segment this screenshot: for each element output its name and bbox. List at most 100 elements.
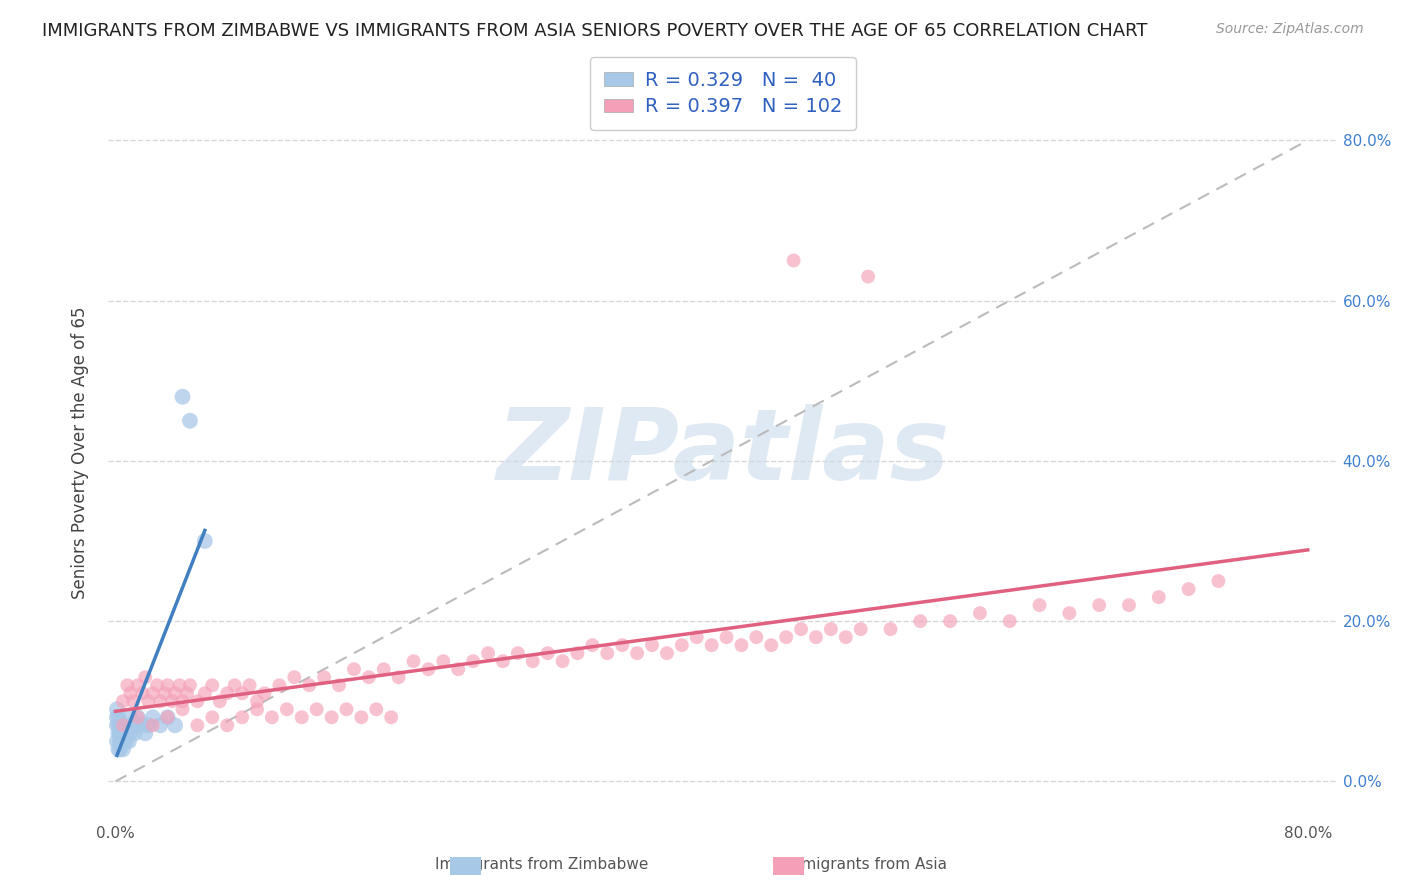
Point — [477, 646, 499, 660]
Point — [402, 654, 425, 668]
Point — [217, 686, 239, 700]
Point — [194, 533, 217, 548]
Point — [686, 630, 709, 644]
Point — [775, 630, 797, 644]
Legend: R = 0.329   N =  40, R = 0.397   N = 102: R = 0.329 N = 40, R = 0.397 N = 102 — [591, 57, 855, 130]
Point — [108, 734, 131, 748]
Point — [745, 630, 768, 644]
Point — [149, 694, 172, 708]
Point — [112, 734, 135, 748]
Point — [136, 694, 159, 708]
Point — [626, 646, 648, 660]
Point — [115, 734, 138, 748]
Point — [110, 734, 132, 748]
Point — [239, 678, 262, 692]
Point — [343, 662, 366, 676]
Point — [522, 654, 544, 668]
Point — [124, 726, 146, 740]
Point — [253, 686, 276, 700]
Point — [117, 678, 139, 692]
Point — [567, 646, 589, 660]
Point — [269, 678, 291, 692]
Point — [492, 654, 515, 668]
Point — [291, 710, 314, 724]
Point — [820, 622, 842, 636]
Point — [156, 710, 179, 724]
Point — [328, 678, 350, 692]
Point — [700, 638, 723, 652]
Point — [179, 678, 201, 692]
Point — [111, 694, 134, 708]
Point — [131, 686, 153, 700]
Point — [1118, 598, 1140, 612]
Point — [298, 678, 321, 692]
Point — [350, 710, 373, 724]
Point — [107, 742, 129, 756]
Text: ZIPatlas: ZIPatlas — [496, 404, 949, 501]
Y-axis label: Seniors Poverty Over the Age of 65: Seniors Poverty Over the Age of 65 — [72, 307, 89, 599]
Point — [314, 670, 336, 684]
Point — [156, 710, 179, 724]
Point — [260, 710, 283, 724]
Point — [283, 670, 305, 684]
Point — [671, 638, 693, 652]
Point — [1028, 598, 1050, 612]
Point — [105, 702, 128, 716]
Point — [107, 718, 129, 732]
Point — [388, 670, 411, 684]
Point — [201, 678, 224, 692]
Point — [105, 718, 128, 732]
Text: Source: ZipAtlas.com: Source: ZipAtlas.com — [1216, 22, 1364, 37]
Point — [849, 622, 872, 636]
Point — [716, 630, 738, 644]
Point — [186, 694, 208, 708]
Point — [969, 606, 991, 620]
Point — [115, 726, 138, 740]
Point — [321, 710, 343, 724]
Point — [122, 694, 145, 708]
Point — [380, 710, 402, 724]
Point — [105, 710, 128, 724]
Point — [136, 718, 159, 732]
Point — [134, 726, 156, 740]
Point — [172, 390, 194, 404]
Point — [153, 686, 176, 700]
Point — [418, 662, 440, 676]
Point — [910, 614, 932, 628]
Point — [655, 646, 678, 660]
Point — [120, 710, 142, 724]
Text: IMMIGRANTS FROM ZIMBABWE VS IMMIGRANTS FROM ASIA SENIORS POVERTY OVER THE AGE OF: IMMIGRANTS FROM ZIMBABWE VS IMMIGRANTS F… — [42, 22, 1147, 40]
Point — [537, 646, 560, 660]
Point — [142, 718, 165, 732]
Point — [246, 694, 269, 708]
Point — [612, 638, 634, 652]
Point — [246, 702, 269, 716]
Point — [224, 678, 246, 692]
Point — [208, 694, 231, 708]
Point — [231, 686, 253, 700]
Point — [160, 694, 183, 708]
Point — [201, 710, 224, 724]
Point — [176, 686, 198, 700]
Point — [856, 269, 879, 284]
Point — [105, 734, 128, 748]
Point — [1088, 598, 1111, 612]
Point — [127, 710, 149, 724]
Point — [551, 654, 574, 668]
Text: Immigrants from Asia: Immigrants from Asia — [782, 857, 948, 872]
Point — [1208, 574, 1230, 588]
Point — [169, 678, 191, 692]
Point — [127, 678, 149, 692]
Point — [1059, 606, 1081, 620]
Point — [142, 710, 165, 724]
Point — [998, 614, 1021, 628]
Point — [117, 726, 139, 740]
Point — [1147, 590, 1170, 604]
Point — [111, 718, 134, 732]
Point — [761, 638, 783, 652]
Point — [447, 662, 470, 676]
Point — [111, 718, 134, 732]
Point — [134, 670, 156, 684]
Point — [804, 630, 827, 644]
Point — [782, 253, 804, 268]
